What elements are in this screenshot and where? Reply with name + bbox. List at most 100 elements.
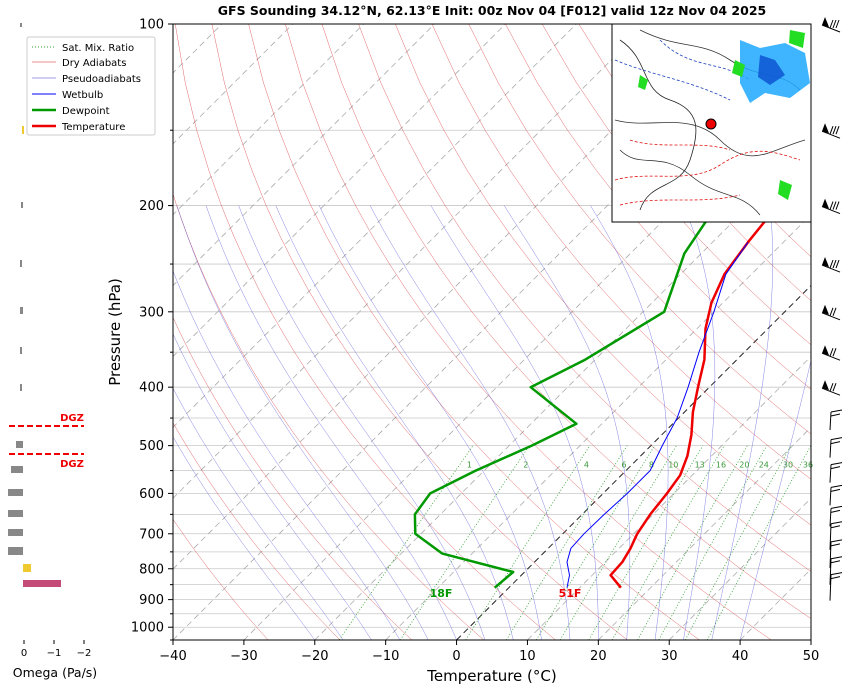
omega-bar bbox=[8, 547, 23, 555]
pseudoadiabat-line bbox=[369, 205, 571, 640]
wind-barb bbox=[829, 484, 843, 506]
isotherm-line bbox=[527, 355, 811, 640]
wind-barb-flag bbox=[829, 126, 834, 135]
wind-barb-flag bbox=[830, 462, 843, 466]
pseudoadiabat-line bbox=[275, 205, 514, 640]
mixing-ratio-line bbox=[658, 445, 768, 640]
mixing-ratio-label: 13 bbox=[695, 460, 705, 469]
temperature-line bbox=[609, 176, 811, 589]
omega-bar bbox=[23, 580, 61, 587]
wind-barb-flag bbox=[830, 409, 843, 413]
y-tick-label: 800 bbox=[139, 562, 164, 577]
wind-barb-flag bbox=[830, 543, 841, 547]
map-precip-area bbox=[758, 55, 785, 85]
wind-barb-flag bbox=[832, 19, 837, 29]
dry-adiabat-line bbox=[173, 193, 484, 640]
omega-bar bbox=[22, 126, 24, 134]
wind-barb-flag bbox=[835, 19, 840, 29]
dry-adiabat-line bbox=[321, 24, 811, 619]
legend-dry-adiabats: Dry Adiabats bbox=[62, 58, 126, 69]
y-tick-label: 900 bbox=[139, 593, 164, 608]
x-tick-label: 30 bbox=[661, 649, 678, 664]
wind-barb bbox=[829, 462, 843, 483]
omega-bar bbox=[20, 23, 22, 27]
y-tick-label: 300 bbox=[139, 305, 164, 320]
wind-barb-flag bbox=[829, 382, 834, 392]
isotherm-line bbox=[173, 24, 435, 287]
wind-barb-flag bbox=[829, 201, 834, 210]
isotherm-line bbox=[810, 639, 811, 640]
wind-barb-flag bbox=[830, 525, 841, 529]
wind-barb-flag bbox=[830, 505, 843, 509]
isotherm-line bbox=[385, 214, 811, 640]
wind-barb bbox=[829, 409, 843, 431]
mixing-ratio-label: 8 bbox=[649, 460, 654, 469]
omega-bar bbox=[20, 307, 23, 314]
wind-barb-pennant bbox=[822, 345, 829, 356]
isotherm-line bbox=[314, 143, 811, 640]
wind-barb-pennant bbox=[822, 198, 829, 209]
wind-barb-flag bbox=[829, 307, 834, 316]
pseudoadiabat-line bbox=[430, 205, 599, 640]
y-tick-label: 600 bbox=[139, 487, 164, 502]
legend-pseudoadiabats: Pseudoadiabats bbox=[62, 74, 141, 85]
pseudoadiabat-line bbox=[173, 270, 401, 640]
map-location-marker bbox=[705, 118, 717, 130]
wind-barb-staff bbox=[829, 574, 832, 601]
wind-barb-staff bbox=[829, 558, 832, 585]
wind-barb-flag bbox=[832, 201, 837, 210]
wind-barb bbox=[821, 304, 841, 321]
omega-bar bbox=[11, 466, 23, 473]
y-tick-label: 200 bbox=[139, 199, 164, 214]
pseudoadiabat-line bbox=[683, 205, 716, 640]
omega-axis-label: Omega (Pa/s) bbox=[13, 665, 97, 680]
wind-barb-staff bbox=[821, 352, 841, 361]
dry-adiabat-line bbox=[174, 24, 556, 640]
x-tick-label: −10 bbox=[372, 649, 399, 664]
wind-barb-flag bbox=[829, 348, 834, 357]
dry-adiabat-line bbox=[836, 24, 852, 640]
map-contour bbox=[614, 59, 731, 101]
wind-barb-flag bbox=[830, 509, 841, 513]
omega-bar bbox=[8, 529, 23, 536]
x-tick-label: −40 bbox=[159, 649, 186, 664]
y-tick-label: 400 bbox=[139, 381, 164, 396]
legend: Sat. Mix. Ratio Dry Adiabats Pseudoadiab… bbox=[26, 36, 156, 136]
x-tick-label: 0 bbox=[452, 649, 460, 664]
dry-adiabat-line bbox=[431, 24, 811, 480]
inset-map bbox=[611, 23, 812, 223]
pseudoadiabat-line bbox=[711, 205, 773, 640]
wind-barb-pennant bbox=[822, 257, 829, 268]
wind-barb-flag bbox=[830, 521, 843, 525]
y-tick-label: 500 bbox=[139, 439, 164, 454]
legend-mixratio: Sat. Mix. Ratio bbox=[62, 43, 134, 54]
y-tick-label: 1000 bbox=[131, 621, 164, 636]
omega-bar bbox=[23, 564, 31, 572]
pseudoadiabat-line bbox=[173, 333, 372, 640]
mixing-ratio-label: 24 bbox=[759, 460, 769, 469]
wind-barb-flag bbox=[830, 437, 843, 441]
wind-barb-staff bbox=[829, 439, 832, 458]
wind-barb bbox=[821, 345, 841, 361]
mixing-ratio-labels: 1 2 4 6 8 10 13 16 20 24 30 36 bbox=[467, 460, 813, 469]
wind-barb bbox=[829, 521, 843, 550]
chart-title: GFS Sounding 34.12°N, 62.13°E Init: 00z … bbox=[218, 3, 766, 18]
x-tick-label: −30 bbox=[230, 649, 257, 664]
mixing-ratio-line bbox=[559, 445, 677, 640]
x-tick-label: −20 bbox=[301, 649, 328, 664]
wind-barb-flag bbox=[830, 484, 843, 488]
dry-adiabat-line bbox=[505, 24, 811, 390]
omega-bar bbox=[20, 384, 22, 391]
wind-barb-flag bbox=[830, 560, 841, 564]
wind-barb-flag bbox=[829, 259, 834, 269]
omega-bar bbox=[21, 202, 23, 208]
legend-temperature: Temperature bbox=[61, 122, 125, 133]
mixing-ratio-label: 2 bbox=[523, 460, 528, 469]
wetbulb-line bbox=[566, 241, 749, 588]
wind-barb-staff bbox=[829, 508, 832, 527]
pseudoadiabat-line bbox=[318, 205, 542, 640]
wind-barb-flag bbox=[832, 382, 837, 392]
mixing-ratio-label: 20 bbox=[739, 460, 749, 469]
isotherm-line bbox=[173, 24, 648, 499]
